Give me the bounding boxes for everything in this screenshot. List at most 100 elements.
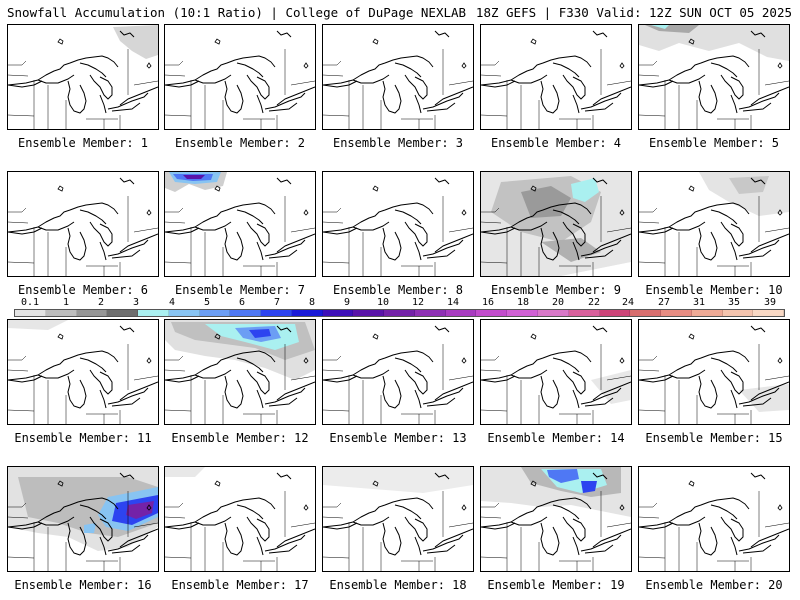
map-svg [165, 467, 315, 571]
colorbar-tick-label: 22 [587, 297, 601, 308]
colorbar-tick-label: 3 [132, 297, 140, 308]
map-svg [8, 177, 158, 276]
ensemble-member-label: Ensemble Member: 13 [329, 431, 467, 445]
map-svg [639, 325, 789, 424]
colorbar-swatch [599, 310, 631, 316]
map-svg [639, 472, 789, 571]
ensemble-map-panel [322, 466, 474, 572]
map-svg [165, 320, 315, 424]
ensemble-member-label: Ensemble Member: 4 [490, 136, 622, 150]
ensemble-map-panel [480, 24, 632, 130]
ensemble-member-label: Ensemble Member: 10 [645, 283, 783, 297]
ensemble-map-panel [164, 24, 316, 130]
ensemble-map-panel [322, 319, 474, 425]
colorbar-swatch [722, 310, 754, 316]
colorbar-tick-label: 39 [763, 297, 777, 308]
colorbar-swatch [538, 310, 569, 316]
map-svg [639, 25, 789, 129]
colorbar-tick-label: 12 [411, 297, 425, 308]
colorbar-swatch [15, 310, 46, 316]
map-svg [639, 172, 789, 276]
ensemble-map-panel [7, 171, 159, 277]
ensemble-member-label: Ensemble Member: 1 [17, 136, 149, 150]
map-svg [8, 467, 158, 571]
ensemble-member-label: Ensemble Member: 15 [645, 431, 783, 445]
colorbar-tick-label: 7 [273, 297, 281, 308]
ensemble-map-panel [638, 319, 790, 425]
colorbar-tick-label: 35 [727, 297, 741, 308]
colorbar-tick-label: 6 [238, 297, 246, 308]
map-svg [8, 25, 158, 129]
colorbar-tick-label: 10 [376, 297, 390, 308]
ensemble-member-label: Ensemble Member: 14 [487, 431, 625, 445]
map-svg [323, 30, 473, 129]
colorbar-swatch [138, 310, 169, 316]
ensemble-member-label: Ensemble Member: 6 [17, 283, 149, 297]
ensemble-map-panel [164, 466, 316, 572]
ensemble-map-panel [7, 466, 159, 572]
ensemble-map-panel [164, 171, 316, 277]
colorbar-tick-label: 31 [692, 297, 706, 308]
colorbar-swatch [322, 310, 354, 316]
colorbar-swatch [291, 310, 323, 316]
ensemble-member-label: Ensemble Member: 5 [648, 136, 780, 150]
colorbar-swatch [691, 310, 723, 316]
colorbar-tick-label: 9 [343, 297, 351, 308]
colorbar-tick-label: 1 [62, 297, 70, 308]
map-svg [481, 30, 631, 129]
colorbar-tick-label: 0.1 [20, 297, 40, 308]
ensemble-map-panel [480, 466, 632, 572]
ensemble-member-label: Ensemble Member: 20 [645, 578, 783, 592]
colorbar-swatch [661, 310, 692, 316]
ensemble-member-label: Ensemble Member: 18 [329, 578, 467, 592]
colorbar-tick-label: 16 [481, 297, 495, 308]
map-svg [481, 467, 631, 571]
ensemble-member-label: Ensemble Member: 8 [332, 283, 464, 297]
colorbar-swatch [414, 310, 446, 316]
colorbar-tick-label: 24 [621, 297, 635, 308]
colorbar-swatch [568, 310, 600, 316]
ensemble-member-label: Ensemble Member: 19 [487, 578, 625, 592]
colorbar-labels: 0.1 1 2 3 4 5 6 7 8 9 10 12 14 16 18 20 22 24 27 31 35 39 [0, 297, 800, 309]
ensemble-map-panel [480, 171, 632, 277]
colorbar-tick-label: 4 [168, 297, 176, 308]
colorbar-tick-label: 8 [308, 297, 316, 308]
colorbar-swatch [753, 310, 785, 316]
ensemble-member-label: Ensemble Member: 2 [174, 136, 306, 150]
ensemble-member-label: Ensemble Member: 17 [171, 578, 309, 592]
colorbar-swatch [353, 310, 385, 316]
colorbar-swatch [476, 310, 508, 316]
colorbar-tick-label: 27 [657, 297, 671, 308]
colorbar-swatch [168, 310, 200, 316]
colorbar-swatch [384, 310, 415, 316]
map-svg [165, 30, 315, 129]
colorbar-tick-label: 14 [446, 297, 460, 308]
colorbar-tick-label: 2 [97, 297, 105, 308]
map-svg [165, 172, 315, 276]
colorbar-swatch [107, 310, 139, 316]
map-svg [481, 172, 631, 276]
map-svg [8, 320, 158, 424]
colorbar-swatch [199, 310, 231, 316]
map-title: Snowfall Accumulation (10:1 Ratio) | Col… [7, 5, 467, 20]
ensemble-map-panel [638, 171, 790, 277]
ensemble-member-label: Ensemble Member: 11 [14, 431, 152, 445]
ensemble-map-panel [7, 319, 159, 425]
colorbar-tick-label: 20 [551, 297, 565, 308]
ensemble-member-label: Ensemble Member: 12 [171, 431, 309, 445]
ensemble-member-label: Ensemble Member: 9 [490, 283, 622, 297]
ensemble-member-label: Ensemble Member: 3 [332, 136, 464, 150]
map-svg [323, 325, 473, 424]
colorbar-swatch [445, 310, 477, 316]
ensemble-map-panel [7, 24, 159, 130]
ensemble-map-panel [638, 24, 790, 130]
ensemble-map-panel [638, 466, 790, 572]
ensemble-member-label: Ensemble Member: 16 [14, 578, 152, 592]
ensemble-map-panel [480, 319, 632, 425]
map-svg [481, 325, 631, 424]
snowfall-colorbar [14, 309, 785, 317]
model-run-info: 18Z GEFS | F330 Valid: 12Z SUN OCT 05 20… [475, 5, 792, 20]
colorbar-tick-label: 5 [203, 297, 211, 308]
colorbar-swatch [230, 310, 262, 316]
colorbar-swatch [45, 310, 77, 316]
